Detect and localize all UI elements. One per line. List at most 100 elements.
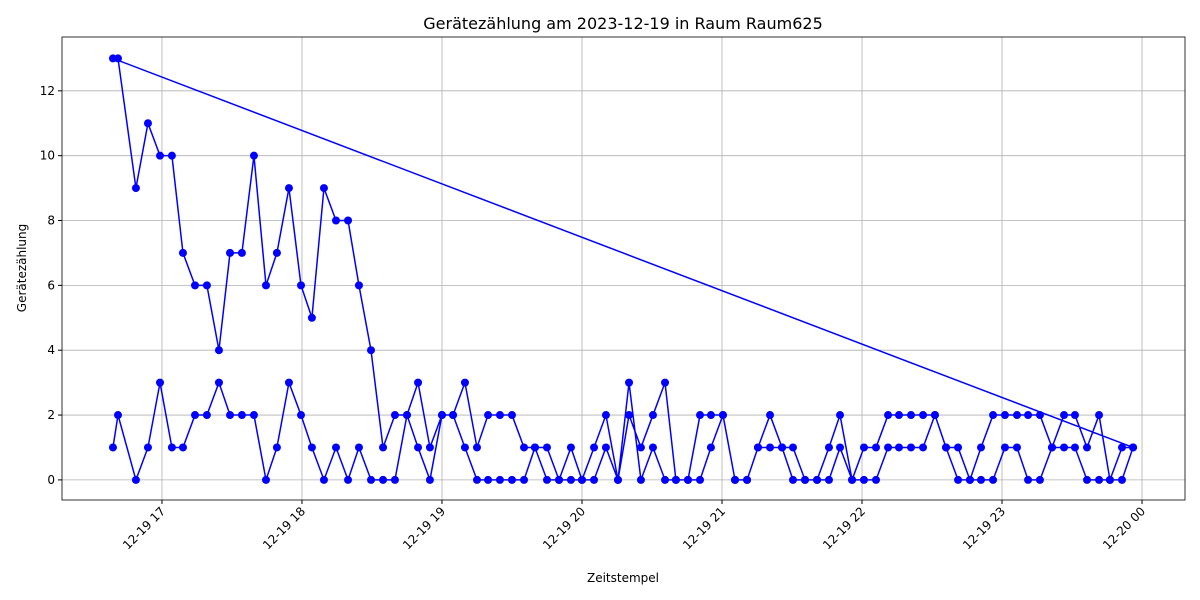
- data-point: [449, 411, 458, 420]
- data-point: [226, 411, 235, 420]
- data-point: [1070, 411, 1079, 420]
- x-tick-label: 12-19 17: [120, 504, 168, 552]
- data-point: [625, 411, 634, 420]
- data-point: [566, 475, 575, 484]
- data-point: [859, 443, 868, 452]
- data-point: [636, 443, 645, 452]
- data-point: [507, 411, 516, 420]
- data-point: [766, 411, 775, 420]
- data-point: [143, 119, 152, 128]
- data-point: [1060, 411, 1069, 420]
- data-point: [788, 475, 797, 484]
- data-point: [718, 411, 727, 420]
- data-point: [296, 411, 305, 420]
- data-point: [648, 411, 657, 420]
- data-point: [743, 475, 752, 484]
- data-point: [859, 475, 868, 484]
- data-point: [661, 475, 670, 484]
- y-tick-label: 6: [47, 278, 55, 292]
- data-point: [402, 411, 411, 420]
- data-point: [696, 475, 705, 484]
- data-point: [894, 443, 903, 452]
- x-tick-label: 12-19 22: [820, 504, 868, 552]
- y-axis-label: Gerätezählung: [15, 224, 29, 312]
- data-point: [495, 475, 504, 484]
- data-point: [884, 411, 893, 420]
- data-point: [824, 443, 833, 452]
- data-point: [1095, 475, 1104, 484]
- data-point: [520, 475, 529, 484]
- data-point: [919, 411, 928, 420]
- data-point: [542, 475, 551, 484]
- data-point: [167, 151, 176, 160]
- data-point: [178, 248, 187, 257]
- data-point: [191, 281, 200, 290]
- data-point: [636, 475, 645, 484]
- x-tick-label: 12-19 18: [260, 504, 308, 552]
- data-point: [954, 475, 963, 484]
- data-point: [344, 216, 353, 225]
- data-point: [1060, 443, 1069, 452]
- data-point: [249, 411, 258, 420]
- data-point: [648, 443, 657, 452]
- data-point: [307, 313, 316, 322]
- data-point: [1117, 443, 1126, 452]
- data-point: [1012, 411, 1021, 420]
- x-tick-label: 12-19 20: [540, 504, 588, 552]
- y-tick-label: 0: [47, 473, 55, 487]
- data-point: [156, 151, 165, 160]
- data-point: [942, 443, 951, 452]
- data-point: [671, 475, 680, 484]
- y-tick-label: 4: [47, 343, 55, 357]
- plot-frame: [61, 36, 1186, 501]
- data-point: [706, 443, 715, 452]
- data-point: [872, 443, 881, 452]
- data-point: [354, 443, 363, 452]
- data-point: [307, 443, 316, 452]
- data-point: [884, 443, 893, 452]
- data-point: [696, 411, 705, 420]
- data-point: [296, 281, 305, 290]
- data-point: [753, 443, 762, 452]
- data-point: [590, 475, 599, 484]
- data-point: [272, 248, 281, 257]
- data-point: [261, 281, 270, 290]
- data-point: [1035, 475, 1044, 484]
- data-point: [237, 248, 246, 257]
- data-point: [542, 443, 551, 452]
- data-point: [272, 443, 281, 452]
- data-point: [731, 475, 740, 484]
- data-point: [131, 184, 140, 193]
- data-point: [601, 443, 610, 452]
- data-point: [1105, 475, 1114, 484]
- data-point: [683, 475, 692, 484]
- data-point: [824, 475, 833, 484]
- data-point: [577, 475, 586, 484]
- data-point: [366, 475, 375, 484]
- data-point: [379, 475, 388, 484]
- data-point: [930, 411, 939, 420]
- data-point: [460, 443, 469, 452]
- data-point: [977, 475, 986, 484]
- data-point: [1047, 443, 1056, 452]
- data-point: [214, 378, 223, 387]
- data-point: [425, 443, 434, 452]
- data-point: [1095, 411, 1104, 420]
- data-point: [284, 378, 293, 387]
- data-point: [1000, 411, 1009, 420]
- data-point: [1129, 443, 1138, 452]
- data-point: [131, 475, 140, 484]
- data-point: [766, 443, 775, 452]
- data-point: [520, 443, 529, 452]
- data-point: [1082, 443, 1091, 452]
- x-tick-label: 12-20 00: [1100, 504, 1148, 552]
- data-point: [625, 378, 634, 387]
- data-point: [601, 411, 610, 420]
- data-point: [331, 443, 340, 452]
- data-point: [484, 475, 493, 484]
- data-point: [202, 411, 211, 420]
- data-point: [319, 475, 328, 484]
- data-point: [836, 443, 845, 452]
- data-point: [848, 475, 857, 484]
